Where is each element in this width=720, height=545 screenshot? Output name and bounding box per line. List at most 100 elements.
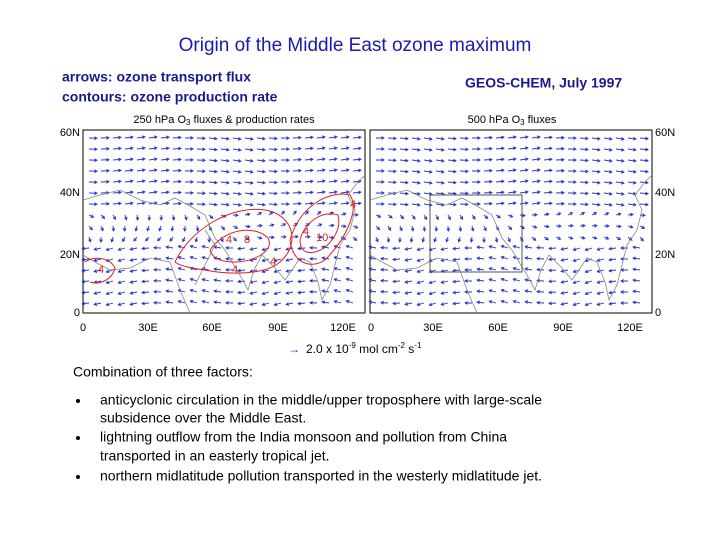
- flux-arrow: [340, 212, 347, 216]
- flux-arrow: [422, 225, 427, 232]
- flux-arrow: [237, 246, 246, 251]
- flux-arrow: [423, 137, 433, 141]
- flux-arrow: [446, 225, 451, 232]
- flux-arrow: [112, 190, 122, 195]
- flux-arrow: [495, 146, 505, 151]
- flux-arrow: [172, 135, 182, 140]
- flux-arrow: [340, 190, 350, 195]
- flux-arrow: [512, 288, 521, 293]
- flux-arrow: [112, 201, 122, 206]
- flux-arrow: [256, 223, 263, 228]
- flux-arrow: [440, 247, 449, 251]
- flux-arrow: [249, 291, 258, 295]
- flux-arrow: [273, 247, 282, 252]
- flux-arrow: [519, 201, 529, 205]
- flux-arrow: [93, 291, 102, 295]
- legend-exp: -9: [349, 341, 357, 350]
- flux-arrow: [268, 235, 275, 240]
- flux-arrow: [249, 302, 258, 306]
- flux-arrow: [615, 212, 622, 217]
- flux-arrow: [232, 225, 239, 229]
- flux-arrow: [627, 136, 637, 141]
- legend-text: s: [405, 342, 414, 356]
- flux-arrow: [459, 214, 464, 221]
- flux-arrow: [519, 157, 529, 161]
- legend-arrow: →: [288, 342, 300, 356]
- legend-text: 2.0 x 10: [306, 342, 349, 356]
- flux-arrow: [392, 246, 401, 251]
- flux-arrow: [352, 135, 362, 140]
- flux-arrow: [244, 212, 251, 217]
- flux-arrow: [352, 201, 362, 206]
- flux-arrow: [129, 302, 138, 306]
- flux-arrow: [292, 135, 302, 140]
- flux-arrow: [304, 135, 314, 140]
- flux-arrow: [309, 301, 318, 305]
- flux-arrow: [169, 236, 174, 242]
- flux-arrow: [345, 288, 354, 293]
- flux-arrow: [392, 279, 401, 284]
- flux-arrow: [423, 214, 427, 221]
- flux-arrow: [584, 269, 593, 274]
- coastlines: [82, 174, 653, 314]
- flux-arrow: [208, 191, 218, 196]
- lon-label: 90E: [268, 322, 288, 334]
- flux-arrow: [165, 256, 174, 260]
- flux-arrow: [297, 301, 306, 306]
- flux-arrow: [261, 291, 270, 296]
- flux-arrow: [304, 201, 314, 206]
- flux-arrow: [316, 179, 326, 184]
- flux-arrow: [639, 236, 644, 242]
- flux-arrow: [333, 256, 342, 260]
- flux-arrow: [615, 224, 622, 229]
- contour-label: 4: [98, 264, 104, 276]
- flux-arrow: [136, 157, 146, 161]
- flux-arrow: [543, 201, 553, 206]
- flux-arrow: [124, 201, 134, 206]
- flux-arrow: [411, 158, 421, 163]
- flux-arrow: [304, 157, 314, 162]
- flux-arrow: [375, 214, 382, 218]
- flux-arrow: [112, 157, 122, 162]
- bullet-text: lightning outflow from the India monsoon…: [100, 429, 507, 445]
- flux-arrow: [304, 168, 314, 173]
- flux-arrow: [237, 279, 246, 284]
- flux-arrow: [459, 136, 469, 141]
- flux-arrow: [148, 179, 158, 184]
- flux-arrow: [531, 179, 541, 184]
- flux-arrow: [524, 256, 533, 260]
- flux-arrow: [476, 300, 485, 305]
- flux-arrow: [459, 202, 469, 207]
- flux-arrow: [488, 278, 497, 282]
- flux-arrow: [165, 267, 174, 271]
- flux-arrow: [256, 169, 266, 174]
- flux-arrow: [500, 244, 509, 249]
- flux-arrow: [531, 225, 538, 229]
- flux-arrow: [280, 158, 290, 162]
- flux-arrow: [435, 180, 445, 185]
- flux-arrow: [632, 300, 641, 305]
- flux-arrow: [632, 278, 641, 283]
- flux-arrow: [196, 214, 201, 220]
- flux-arrow: [316, 223, 323, 227]
- bullet-text: northern midlatitude pollution transport…: [100, 468, 542, 484]
- flux-arrow: [531, 157, 541, 162]
- flux-arrow: [244, 147, 254, 152]
- flux-arrow: [380, 278, 389, 283]
- flux-arrow: [404, 280, 413, 284]
- flux-arrow: [603, 236, 610, 240]
- flux-arrow: [244, 158, 254, 163]
- flux-arrow: [170, 225, 175, 232]
- flux-arrow: [184, 180, 194, 184]
- flux-arrow: [399, 147, 409, 152]
- flux-arrow: [232, 236, 237, 242]
- flux-arrow: [416, 269, 425, 274]
- flux-arrow: [495, 135, 505, 140]
- flux-arrow: [196, 180, 206, 185]
- flux-arrow: [304, 179, 314, 184]
- flux-arrow: [603, 224, 610, 228]
- flux-arrow: [147, 214, 152, 221]
- flux-arrow: [208, 202, 218, 207]
- flux-arrow: [208, 136, 218, 141]
- flux-arrow: [500, 255, 509, 260]
